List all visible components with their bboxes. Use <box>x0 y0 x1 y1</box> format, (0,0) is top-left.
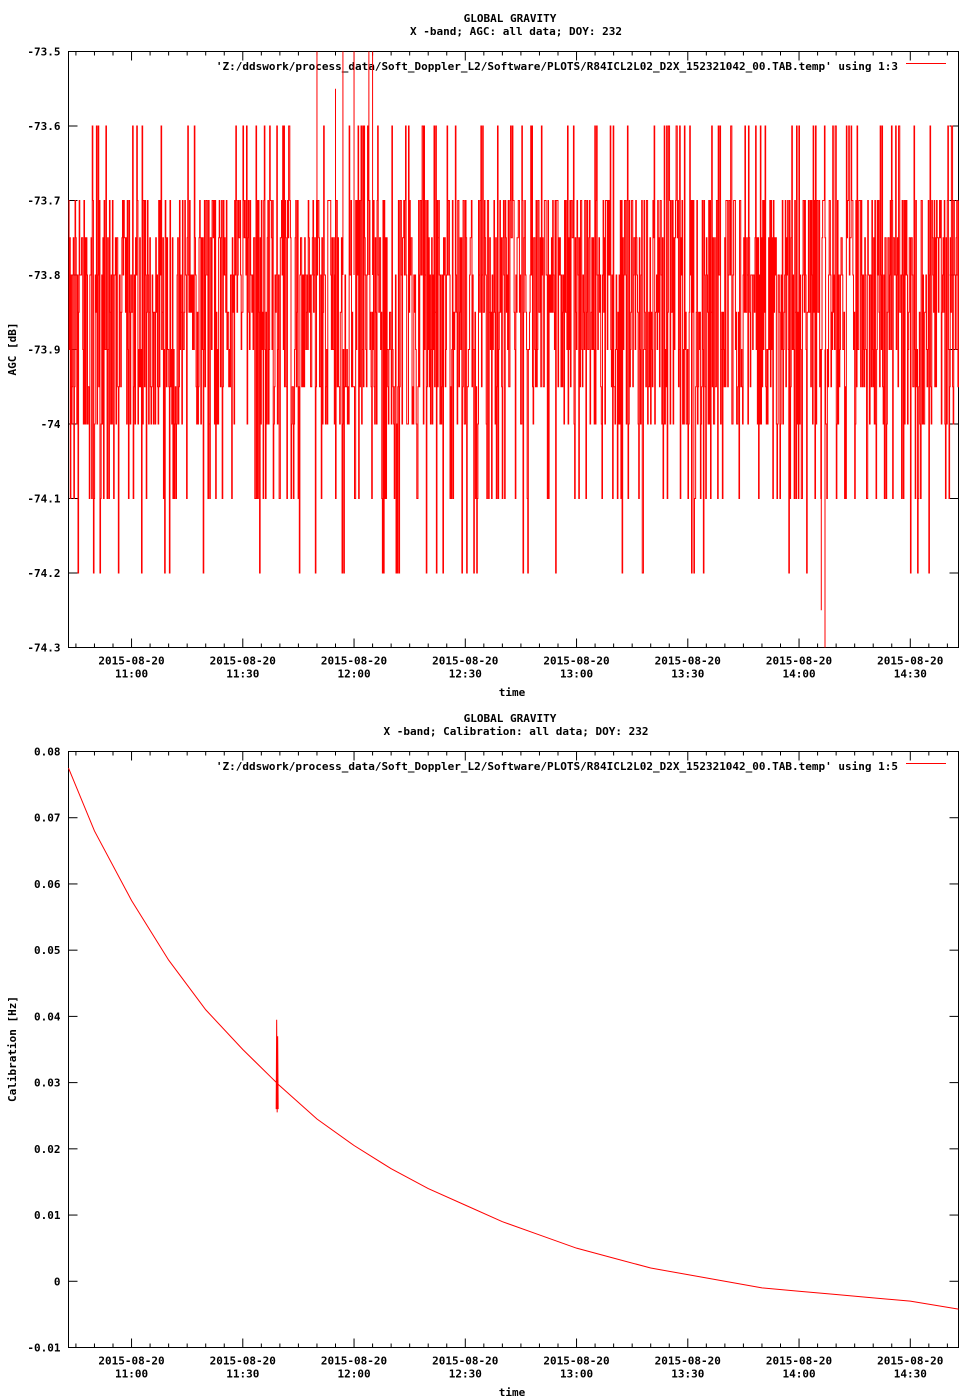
agc-x-tick-time: 12:30 <box>449 668 482 681</box>
agc-x-tick-time: 11:30 <box>226 668 259 681</box>
calibration-y-tick-label: 0.06 <box>34 878 61 891</box>
agc-y-tick-label: -73.5 <box>27 46 60 59</box>
calibration-y-tick-label: 0.03 <box>34 1077 61 1090</box>
calibration-x-tick-date: 2015-08-20 <box>98 1355 164 1368</box>
agc-chart-title: GLOBAL GRAVITY <box>464 12 557 25</box>
agc-y-tick-label: -73.8 <box>27 269 60 282</box>
calibration-y-tick-label: 0.08 <box>34 746 61 759</box>
calibration-x-tick-time: 13:30 <box>671 1368 704 1381</box>
agc-y-tick-label: -74 <box>41 418 61 431</box>
calibration-x-tick-time: 12:30 <box>449 1368 482 1381</box>
calibration-x-tick-time: 12:00 <box>337 1368 370 1381</box>
calibration-chart-subtitle: X -band; Calibration: all data; DOY: 232 <box>384 725 649 738</box>
agc-chart: GLOBAL GRAVITY X -band; AGC: all data; D… <box>6 12 959 699</box>
agc-y-tick-label: -73.9 <box>27 344 60 357</box>
agc-legend-label: 'Z:/ddswork/process_data/Soft_Doppler_L2… <box>216 60 898 73</box>
calibration-y-tick-label: 0.02 <box>34 1143 61 1156</box>
calibration-y-tick-label: 0.05 <box>34 944 61 957</box>
agc-x-tick-time: 13:00 <box>560 668 593 681</box>
agc-x-tick-time: 14:00 <box>782 668 815 681</box>
agc-x-tick-time: 13:30 <box>671 668 704 681</box>
agc-y-axis-label: AGC [dB] <box>6 323 19 376</box>
agc-series-line <box>68 51 959 648</box>
agc-x-axis: 2015-08-2011:002015-08-2011:302015-08-20… <box>75 51 948 681</box>
calibration-series-line <box>68 767 959 1310</box>
agc-chart-subtitle: X -band; AGC: all data; DOY: 232 <box>410 25 622 38</box>
agc-y-tick-label: -73.7 <box>27 195 60 208</box>
calibration-legend-label: 'Z:/ddswork/process_data/Soft_Doppler_L2… <box>216 760 898 773</box>
agc-y-tick-label: -74.3 <box>27 642 60 655</box>
calibration-x-tick-date: 2015-08-20 <box>655 1355 721 1368</box>
agc-x-tick-date: 2015-08-20 <box>321 655 387 668</box>
calibration-x-tick-time: 14:30 <box>894 1368 927 1381</box>
calibration-y-tick-label: 0.04 <box>34 1010 61 1023</box>
calibration-x-tick-date: 2015-08-20 <box>543 1355 609 1368</box>
agc-x-tick-date: 2015-08-20 <box>766 655 832 668</box>
agc-x-tick-date: 2015-08-20 <box>655 655 721 668</box>
agc-y-tick-label: -73.6 <box>27 120 60 133</box>
agc-x-tick-date: 2015-08-20 <box>210 655 276 668</box>
calibration-y-axis-label: Calibration [Hz] <box>6 996 19 1102</box>
agc-x-tick-time: 12:00 <box>337 668 370 681</box>
calibration-y-tick-label: -0.01 <box>27 1342 60 1355</box>
calibration-y-tick-label: 0.07 <box>34 812 61 825</box>
agc-x-tick-date: 2015-08-20 <box>98 655 164 668</box>
calibration-plot-frame <box>68 751 959 1348</box>
agc-x-tick-date: 2015-08-20 <box>543 655 609 668</box>
calibration-x-tick-time: 11:30 <box>226 1368 259 1381</box>
agc-y-tick-label: -74.1 <box>27 493 60 506</box>
calibration-x-tick-date: 2015-08-20 <box>210 1355 276 1368</box>
agc-x-axis-label: time <box>499 686 526 699</box>
agc-x-tick-time: 11:00 <box>115 668 148 681</box>
calibration-x-tick-date: 2015-08-20 <box>766 1355 832 1368</box>
calibration-x-tick-time: 14:00 <box>782 1368 815 1381</box>
calibration-x-tick-date: 2015-08-20 <box>432 1355 498 1368</box>
calibration-x-tick-time: 11:00 <box>115 1368 148 1381</box>
calibration-y-tick-label: 0 <box>54 1275 61 1288</box>
agc-x-tick-time: 14:30 <box>894 668 927 681</box>
agc-y-tick-label: -74.2 <box>27 567 60 580</box>
calibration-x-tick-date: 2015-08-20 <box>877 1355 943 1368</box>
calibration-x-axis: 2015-08-2011:002015-08-2011:302015-08-20… <box>75 751 948 1381</box>
calibration-chart-title: GLOBAL GRAVITY <box>464 712 557 725</box>
calibration-x-axis-label: time <box>499 1386 526 1399</box>
calibration-y-tick-label: 0.01 <box>34 1209 61 1222</box>
calibration-y-axis: 0.08 0.07 0.06 0.05 0.04 0.03 0.02 0.01 0 -0.01 <box>27 746 959 1355</box>
agc-x-tick-date: 2015-08-20 <box>877 655 943 668</box>
agc-x-tick-date: 2015-08-20 <box>432 655 498 668</box>
calibration-x-tick-time: 13:00 <box>560 1368 593 1381</box>
calibration-x-tick-date: 2015-08-20 <box>321 1355 387 1368</box>
calibration-chart: GLOBAL GRAVITY X -band; Calibration: all… <box>6 712 959 1399</box>
